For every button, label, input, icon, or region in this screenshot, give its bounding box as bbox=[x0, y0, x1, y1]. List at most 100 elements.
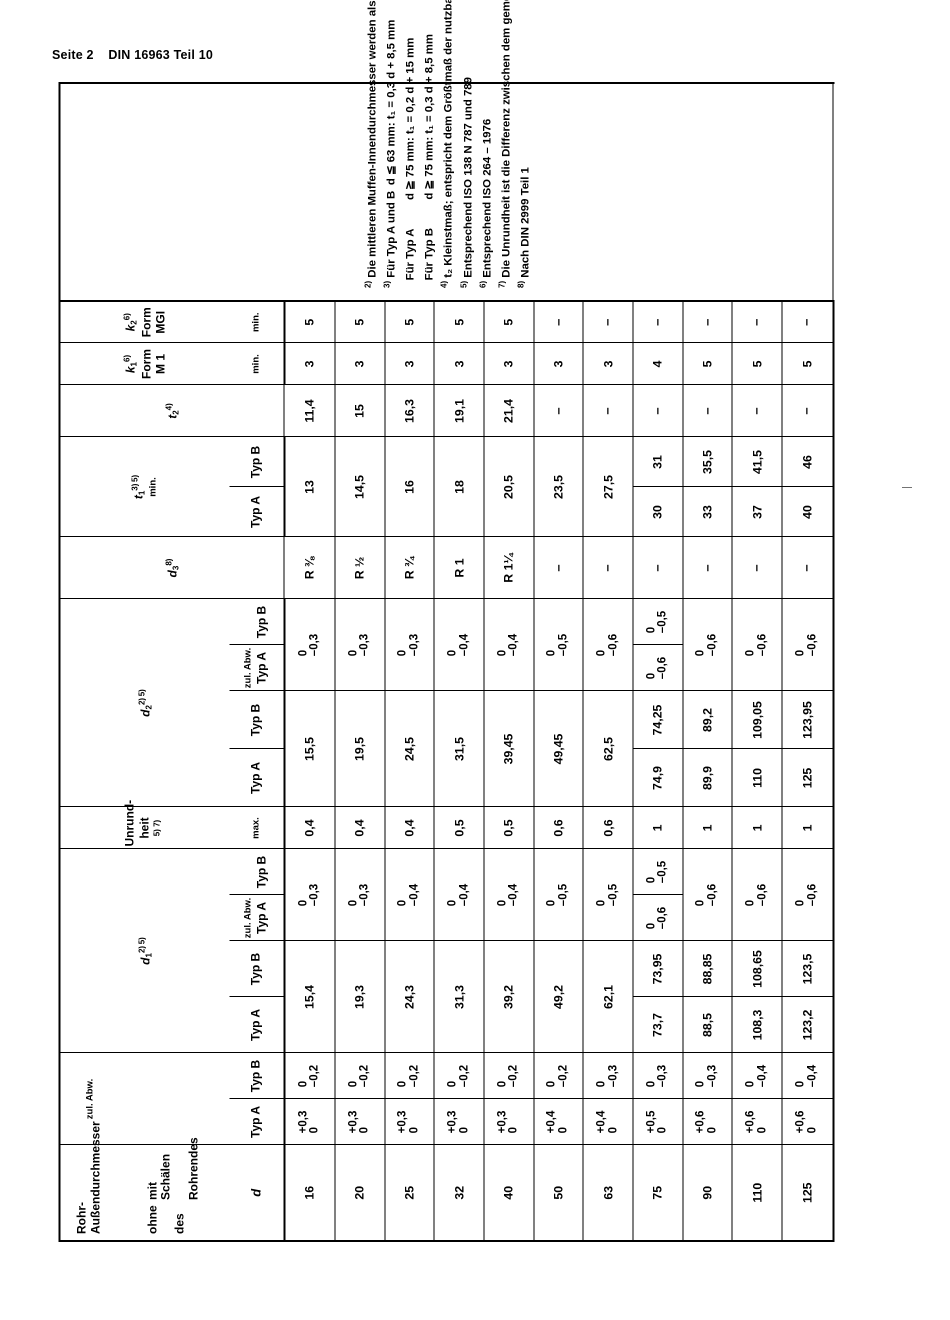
cell-d1: 24,3 bbox=[384, 941, 434, 1053]
footnote-line: 8) Nach DIN 2999 Teil 1 bbox=[515, 167, 531, 288]
cell-d-tolB: 0 –0,3 bbox=[582, 1053, 633, 1099]
cell-d2-tol: 0 –0,3 bbox=[334, 599, 385, 691]
header-k2-min: min. bbox=[229, 301, 284, 343]
cell-d2-typA: 125 bbox=[781, 749, 833, 807]
cell-k1: 5 bbox=[682, 343, 732, 385]
cell-d-tolA: +0,6 0 bbox=[781, 1099, 833, 1145]
cell-d2-tol: 0 –0,5 bbox=[533, 599, 583, 691]
cell-d1-tol: 0 –0,3 bbox=[283, 849, 335, 941]
cell-d1: 39,2 bbox=[483, 941, 534, 1053]
cell-d1-tol: 0 –0,6 bbox=[781, 849, 833, 941]
cell-k1: 5 bbox=[781, 343, 833, 385]
header-k2-group: k26) Form MGI bbox=[59, 301, 230, 343]
cell-d1-typA: 88,5 bbox=[682, 997, 732, 1053]
cell-d-tolA: +0,4 0 bbox=[533, 1099, 583, 1145]
cell-k1: 4 bbox=[632, 343, 683, 385]
cell-d-tolA: +0,4 0 bbox=[582, 1099, 633, 1145]
header-d2-typA: Typ A bbox=[229, 749, 284, 807]
cell-d-tolB: 0 –0,3 bbox=[682, 1053, 732, 1099]
cell-k1: 3 bbox=[582, 343, 633, 385]
header-d-symbol: d bbox=[229, 1145, 284, 1241]
cell-d2-tol: 0 –0,6 bbox=[731, 599, 782, 691]
cell-d1-typA: 123,2 bbox=[781, 997, 833, 1053]
rotated-table-inner: Rohr-Außendurchmesser zul. Abw. d12) 5) Unr… bbox=[58, 0, 833, 1242]
header-t1-typB: Typ B bbox=[229, 437, 284, 487]
cell-t2: – bbox=[533, 385, 583, 437]
cell-d-tolB: 0 –0,4 bbox=[731, 1053, 782, 1099]
cell-d-tolB: 0 –0,2 bbox=[483, 1053, 534, 1099]
cell-t2: – bbox=[632, 385, 683, 437]
page-edge-mark bbox=[902, 487, 912, 488]
cell-d: 32 bbox=[433, 1145, 484, 1241]
cell-d2-tolB: 0 –0,5 bbox=[632, 599, 683, 645]
cell-k1: 3 bbox=[334, 343, 385, 385]
cell-t2: 16,3 bbox=[384, 385, 434, 437]
cell-unrundheit: 1 bbox=[731, 807, 782, 849]
cell-t1-typA: 30 bbox=[632, 487, 683, 537]
cell-d1-tol: 0 –0,6 bbox=[682, 849, 732, 941]
cell-d-tolB: 0 –0,3 bbox=[632, 1053, 683, 1099]
cell-d2: 31,5 bbox=[433, 691, 484, 807]
cell-k2: 5 bbox=[283, 301, 335, 343]
cell-unrundheit: 0,6 bbox=[582, 807, 633, 849]
cell-d2: 49,45 bbox=[533, 691, 583, 807]
footnote-line: Für Typ A d ≧ 75 mm: t₁ = 0,2 d + 15 mm bbox=[404, 37, 417, 284]
header-d1-group: d12) 5) bbox=[59, 849, 230, 1053]
cell-unrundheit: 1 bbox=[682, 807, 732, 849]
header-d1-tolA: zul. Abw. Typ A bbox=[229, 895, 284, 941]
cell-d1: 31,3 bbox=[433, 941, 484, 1053]
cell-d1-typB: 108,65 bbox=[731, 941, 782, 997]
header-d2-group: d22) 5) bbox=[59, 599, 230, 807]
cell-d1-tol: 0 –0,5 bbox=[582, 849, 633, 941]
cell-t2: 11,4 bbox=[283, 385, 335, 437]
cell-d3: R ⅜ bbox=[283, 537, 335, 599]
cell-d2-tol: 0 –0,6 bbox=[682, 599, 732, 691]
header-d1-typB: Typ B bbox=[229, 941, 284, 997]
cell-d2-tol: 0 –0,3 bbox=[283, 599, 335, 691]
cell-t1: 16 bbox=[384, 437, 434, 537]
cell-k1: 3 bbox=[384, 343, 434, 385]
header-unrundheit-max: max. bbox=[229, 807, 284, 849]
cell-d2-tol: 0 –0,6 bbox=[582, 599, 633, 691]
cell-d1-tolB: 0 –0,5 bbox=[632, 849, 683, 895]
header-d1-typA: Typ A bbox=[229, 997, 284, 1053]
header-d3-group: d38) bbox=[59, 537, 284, 599]
cell-d-tolA: +0,6 0 bbox=[682, 1099, 732, 1145]
header-d-typB: Typ B bbox=[229, 1053, 284, 1099]
cell-t2: – bbox=[781, 385, 833, 437]
cell-t1: 13 bbox=[283, 437, 335, 537]
cell-d2-typA: 74,9 bbox=[632, 749, 683, 807]
footnote-line: 2) Die mittleren Muffen-Innendurchmesser… bbox=[363, 0, 378, 288]
dimension-table: Rohr-Außendurchmesser zul. Abw. d12) 5) Unr… bbox=[58, 0, 833, 1242]
header-d2-typB: Typ B bbox=[229, 691, 284, 749]
cell-d3: – bbox=[781, 537, 833, 599]
footnote-line: Für Typ B d ≧ 75 mm: t₁ = 0,3 d + 8,5 mm bbox=[423, 34, 436, 284]
header-d2-tolB: Typ B bbox=[229, 599, 284, 645]
cell-d1-typA: 108,3 bbox=[731, 997, 782, 1053]
cell-d1-tol: 0 –0,3 bbox=[334, 849, 385, 941]
cell-unrundheit: 0,4 bbox=[283, 807, 335, 849]
cell-d: 125 bbox=[781, 1145, 833, 1241]
cell-k2: 5 bbox=[334, 301, 385, 343]
rotated-table-wrapper: Rohr-Außendurchmesser zul. Abw. d12) 5) Unr… bbox=[58, 0, 833, 1242]
cell-d-tolB: 0 –0,2 bbox=[533, 1053, 583, 1099]
cell-t1: 14,5 bbox=[334, 437, 385, 537]
cell-k1: 3 bbox=[533, 343, 583, 385]
header-row-titles: Rohr-Außendurchmesser zul. Abw. d12) 5) Unr… bbox=[59, 0, 833, 1241]
cell-d1-typA: 73,7 bbox=[632, 997, 683, 1053]
cell-d2-typA: 110 bbox=[731, 749, 782, 807]
footnote-line: 7) Die Unrundheit ist die Differenz zwis… bbox=[496, 0, 512, 288]
cell-k2: – bbox=[533, 301, 583, 343]
cell-d3: – bbox=[533, 537, 583, 599]
cell-d2: 15,5 bbox=[283, 691, 335, 807]
header-t2-group: t24) bbox=[59, 385, 284, 437]
cell-d1-tol: 0 –0,4 bbox=[433, 849, 484, 941]
header-k1-group: k16) Form M 1 bbox=[59, 343, 230, 385]
cell-d1: 19,3 bbox=[334, 941, 385, 1053]
cell-d-tolB: 0 –0,2 bbox=[433, 1053, 484, 1099]
cell-d2-tol: 0 –0,3 bbox=[384, 599, 434, 691]
cell-d: 90 bbox=[682, 1145, 732, 1241]
cell-t2: 19,1 bbox=[433, 385, 484, 437]
header-unrundheit-group: Unrund-heit 5) 7) bbox=[59, 800, 230, 849]
cell-d-tolB: 0 –0,2 bbox=[334, 1053, 385, 1099]
